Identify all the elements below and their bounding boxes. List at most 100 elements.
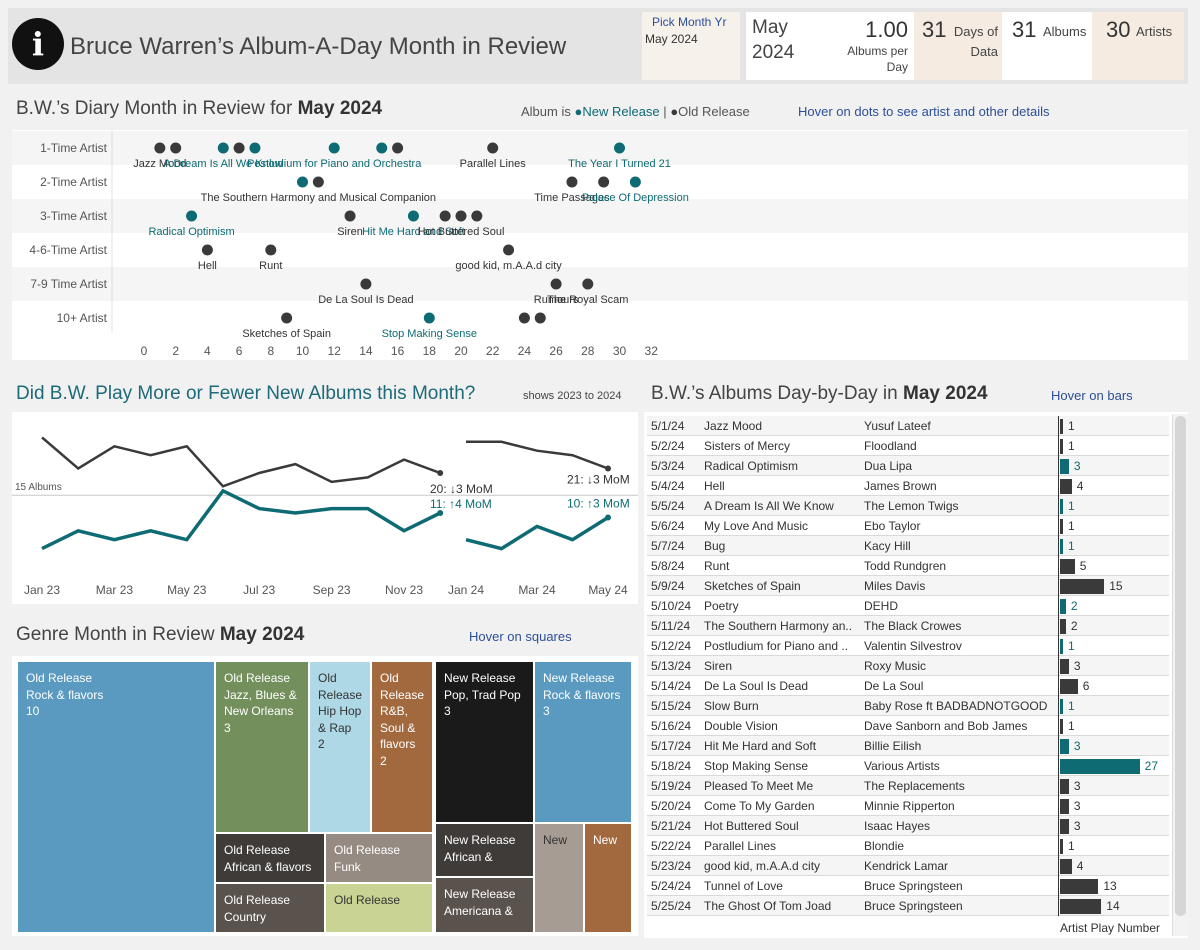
diary-dot[interactable] [297,176,308,188]
scrollbar-thumb[interactable] [1175,416,1186,916]
diary-dot[interactable] [423,312,435,324]
diary-dot[interactable] [566,176,578,188]
play-count-bar[interactable] [1060,579,1105,594]
diary-dot[interactable] [582,278,594,290]
diary-dot[interactable] [598,176,610,188]
play-count-bar[interactable] [1060,459,1069,474]
table-row[interactable]: 5/25/24 The Ghost Of Tom Joad Bruce Spring… [647,896,1169,916]
genre-square[interactable]: Old Release Hip Hop & Rap 2 [310,662,370,832]
play-count-bar[interactable] [1060,839,1063,854]
diary-dot[interactable] [344,210,356,222]
table-row[interactable]: 5/21/24 Hot Buttered Soul Isaac Hayes 3 [647,816,1169,836]
genre-square[interactable]: Old Release African & flavors [216,834,324,882]
genre-square[interactable]: New Release Rock & flavors 3 [535,662,631,822]
diary-dot[interactable] [233,142,245,154]
genre-square[interactable]: Old Release R&B, Soul & flavors 2 [372,662,432,832]
diary-dot[interactable] [439,210,451,222]
table-row[interactable]: 5/9/24 Sketches of Spain Miles Davis 15 [647,576,1169,596]
table-row[interactable]: 5/16/24 Double Vision Dave Sanborn and Bob… [647,716,1169,736]
table-row[interactable]: 5/13/24 Siren Roxy Music 3 [647,656,1169,676]
table-row[interactable]: 5/19/24 Pleased To Meet Me The Replacement… [647,776,1169,796]
diary-dot[interactable] [614,142,625,154]
table-row[interactable]: 5/2/24 Sisters of Mercy Floodland 1 [647,436,1169,456]
play-count-bar[interactable] [1060,499,1063,514]
table-row[interactable]: 5/24/24 Tunnel of Love Bruce Springsteen 13 [647,876,1169,896]
diary-dot[interactable] [265,244,277,256]
table-row[interactable]: 5/23/24 good kid, m.A.A.d city Kendrick La… [647,856,1169,876]
genre-square[interactable]: Old Release Country [216,884,324,932]
play-count-bar[interactable] [1060,479,1072,494]
diary-dot[interactable] [170,142,182,154]
play-count-bar[interactable] [1060,699,1063,714]
play-count-bar[interactable] [1060,619,1066,634]
play-count-bar[interactable] [1060,639,1063,654]
diary-dot[interactable] [328,142,340,154]
play-count-bar[interactable] [1060,899,1102,914]
genre-square[interactable]: Old Release [326,884,432,932]
diary-dot[interactable] [217,142,229,154]
table-row[interactable]: 5/22/24 Parallel Lines Blondie 1 [647,836,1169,856]
play-count-bar[interactable] [1060,799,1069,814]
play-count-bar[interactable] [1060,739,1069,754]
table-row[interactable]: 5/5/24 A Dream Is All We Know The Lemon Tw… [647,496,1169,516]
diary-dot[interactable] [186,210,198,222]
month-picker[interactable]: Pick Month Yr May 2024 [642,12,740,80]
play-count-bar[interactable] [1060,779,1069,794]
diary-dot[interactable] [487,142,499,154]
play-count-bar[interactable] [1060,819,1069,834]
diary-dot[interactable] [455,210,467,222]
old-release-line-2024[interactable] [466,440,609,470]
diary-dot[interactable] [312,176,324,188]
diary-dot[interactable] [503,244,515,256]
old-release-line-2023[interactable] [41,436,441,488]
genre-square[interactable]: New Release Pop, Trad Pop 3 [436,662,533,822]
diary-dot[interactable] [550,278,562,290]
diary-dot[interactable] [281,312,293,324]
play-count-bar[interactable] [1060,439,1063,454]
genre-square[interactable]: New [535,824,583,932]
new-release-line-2023[interactable] [41,488,441,551]
diary-dot[interactable] [201,244,213,256]
genre-square[interactable]: New [585,824,631,932]
table-row[interactable]: 5/20/24 Come To My Garden Minnie Ripperton… [647,796,1169,816]
genre-square[interactable]: New Release African & [436,824,533,876]
diary-dot[interactable] [376,142,388,154]
table-row[interactable]: 5/8/24 Runt Todd Rundgren 5 [647,556,1169,576]
diary-dot[interactable] [629,176,641,188]
play-count-bar[interactable] [1060,719,1063,734]
diary-dot[interactable] [407,210,419,222]
table-row[interactable]: 5/12/24 Postludium for Piano and .. Valent… [647,636,1169,656]
diary-dot[interactable] [154,142,166,154]
table-row[interactable]: 5/7/24 Bug Kacy Hill 1 [647,536,1169,556]
table-row[interactable]: 5/17/24 Hit Me Hard and Soft Billie Eilish… [647,736,1169,756]
play-count-bar[interactable] [1060,559,1075,574]
table-row[interactable]: 5/18/24 Stop Making Sense Various Artists 2… [647,756,1169,776]
genre-square[interactable]: New Release Americana & [436,878,533,932]
table-row[interactable]: 5/14/24 De La Soul Is Dead De La Soul 6 [647,676,1169,696]
new-release-line-2024[interactable] [465,516,609,551]
diary-dot[interactable] [518,312,530,324]
play-count-bar[interactable] [1060,879,1099,894]
info-icon[interactable]: i [12,18,64,70]
play-count-bar[interactable] [1060,759,1140,774]
diary-dot[interactable] [392,142,404,154]
table-row[interactable]: 5/4/24 Hell James Brown 4 [647,476,1169,496]
table-row[interactable]: 5/11/24 The Southern Harmony an.. The Blac… [647,616,1169,636]
table-row[interactable]: 5/15/24 Slow Burn Baby Rose ft BADBADNOTGO… [647,696,1169,716]
play-count-bar[interactable] [1060,859,1072,874]
genre-square[interactable]: Old Release Rock & flavors 10 [18,662,214,932]
table-row[interactable]: 5/6/24 My Love And Music Ebo Taylor 1 [647,516,1169,536]
play-count-bar[interactable] [1060,419,1063,434]
play-count-bar[interactable] [1060,519,1063,534]
play-count-bar[interactable] [1060,679,1078,694]
play-count-bar[interactable] [1060,539,1063,554]
daybyday-scrollbar[interactable] [1172,414,1188,936]
diary-dot[interactable] [534,312,546,324]
genre-square[interactable]: Old Release Jazz, Blues & New Orleans 3 [216,662,308,832]
table-row[interactable]: 5/3/24 Radical Optimism Dua Lipa 3 [647,456,1169,476]
table-row[interactable]: 5/10/24 Poetry DEHD 2 [647,596,1169,616]
table-row[interactable]: 5/1/24 Jazz Mood Yusuf Lateef 1 [647,416,1169,436]
diary-dot[interactable] [249,142,261,154]
play-count-bar[interactable] [1060,599,1066,614]
diary-dot[interactable] [471,210,483,222]
